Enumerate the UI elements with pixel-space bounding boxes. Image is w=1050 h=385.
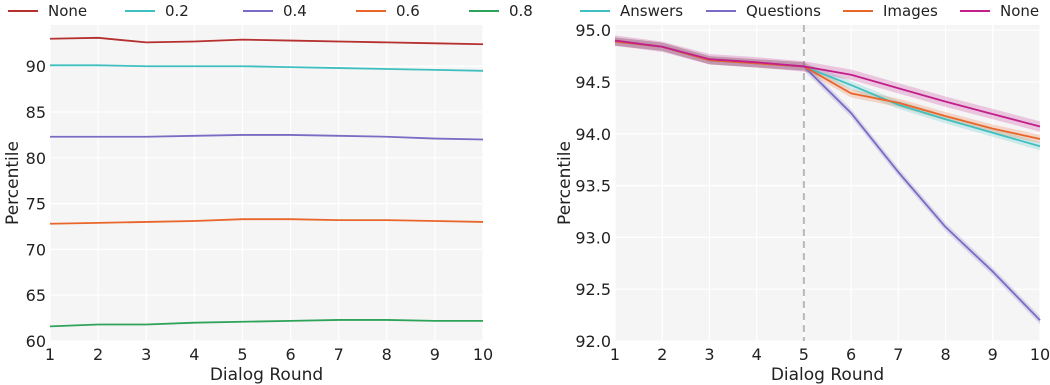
y-tick-label: 94.0 (575, 125, 611, 144)
legend-label: None (1000, 2, 1039, 20)
confidence-band (615, 37, 1040, 144)
x-tick-label: 10 (473, 345, 493, 364)
x-axis-label: Dialog Round (771, 365, 884, 385)
legend-label: Images (883, 2, 938, 20)
x-tick-label: 2 (93, 345, 103, 364)
x-tick-label: 6 (285, 345, 295, 364)
legend-label: 0.8 (509, 2, 533, 20)
series-line (50, 134, 484, 141)
confidence-band (615, 37, 1040, 151)
series-line (50, 64, 484, 72)
right-chart: 92.0 92.5 93.0 93.5 94.0 94.5 95.0 1 2 3 4 5 6 7 8 9 10 D… (555, 2, 1050, 385)
x-tick-label: 3 (704, 345, 714, 364)
y-tick-label: 85 (26, 103, 46, 122)
y-tick-label: 90 (26, 57, 46, 76)
series-line (49, 319, 483, 328)
x-tick-label: 6 (846, 345, 856, 364)
y-tick-label: 65 (26, 286, 46, 305)
x-tick-label: 3 (141, 345, 151, 364)
series-line (614, 39, 1041, 128)
y-tick-label: 92.5 (575, 280, 611, 299)
legend-label: None (48, 2, 87, 20)
left-chart: 60 65 70 75 80 85 90 1 2 3 4 5 6 7 8 9 10 Dialog Round Per… (3, 2, 533, 385)
x-tick-label: 4 (752, 345, 762, 364)
x-tick-label: 8 (382, 345, 392, 364)
y-tick-label: 80 (26, 149, 46, 168)
x-tick-label: 2 (657, 345, 667, 364)
y-tick-label: 94.5 (575, 73, 611, 92)
x-tick-label: 8 (940, 345, 950, 364)
legend-label: Answers (620, 2, 683, 20)
x-tick-label: 4 (189, 345, 199, 364)
y-tick-label: 93.5 (575, 177, 611, 196)
legend-label: Questions (746, 2, 821, 20)
y-tick-label: 95.0 (575, 21, 611, 40)
x-tick-label: 5 (799, 345, 809, 364)
plot-area (615, 25, 1040, 341)
x-tick-label: 9 (988, 345, 998, 364)
x-tick-label: 7 (334, 345, 344, 364)
x-tick-label: 10 (1030, 345, 1050, 364)
plot-area (50, 25, 483, 341)
x-tick-label: 5 (237, 345, 247, 364)
series-line (49, 36, 484, 46)
x-tick-label: 1 (45, 345, 55, 364)
y-tick-label: 75 (26, 195, 46, 214)
x-axis-label: Dialog Round (210, 365, 323, 385)
y-tick-label: 70 (26, 240, 46, 259)
y-axis-label: Percentile (555, 141, 575, 225)
x-tick-label: 9 (430, 345, 440, 364)
y-tick-label: 92.0 (575, 332, 611, 351)
y-tick-label: 93.0 (575, 228, 611, 247)
legend-label: 0.2 (165, 2, 189, 20)
y-axis-label: Percentile (3, 141, 23, 225)
x-tick-label: 1 (610, 345, 620, 364)
y-tick-label: 60 (26, 332, 46, 351)
legend-label: 0.6 (396, 2, 420, 20)
legend-label: 0.4 (283, 2, 307, 20)
series-line (49, 218, 484, 225)
x-tick-label: 7 (893, 345, 903, 364)
